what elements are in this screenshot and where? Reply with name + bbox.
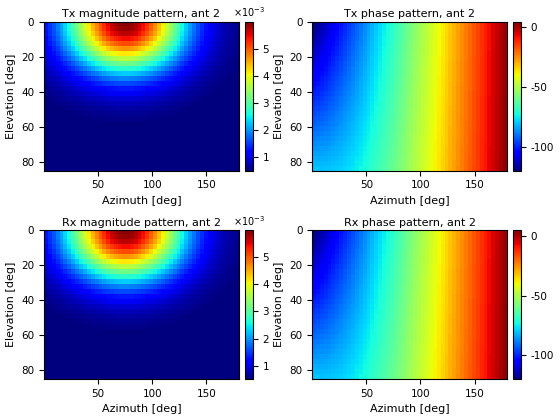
Title: $\times10^{-3}$: $\times10^{-3}$ [233, 5, 265, 19]
Y-axis label: Elevation [deg]: Elevation [deg] [274, 262, 284, 347]
X-axis label: Azimuth [deg]: Azimuth [deg] [101, 404, 181, 415]
Y-axis label: Elevation [deg]: Elevation [deg] [6, 262, 16, 347]
Title: Rx phase pattern, ant 2: Rx phase pattern, ant 2 [344, 218, 475, 228]
X-axis label: Azimuth [deg]: Azimuth [deg] [370, 404, 449, 415]
X-axis label: Azimuth [deg]: Azimuth [deg] [101, 196, 181, 206]
Title: Tx magnitude pattern, ant 2: Tx magnitude pattern, ant 2 [62, 9, 221, 19]
Y-axis label: Elevation [deg]: Elevation [deg] [274, 53, 284, 139]
Y-axis label: Elevation [deg]: Elevation [deg] [6, 53, 16, 139]
X-axis label: Azimuth [deg]: Azimuth [deg] [370, 196, 449, 206]
Title: Tx phase pattern, ant 2: Tx phase pattern, ant 2 [344, 9, 475, 19]
Title: $\times10^{-3}$: $\times10^{-3}$ [233, 214, 265, 228]
Title: Rx magnitude pattern, ant 2: Rx magnitude pattern, ant 2 [62, 218, 221, 228]
